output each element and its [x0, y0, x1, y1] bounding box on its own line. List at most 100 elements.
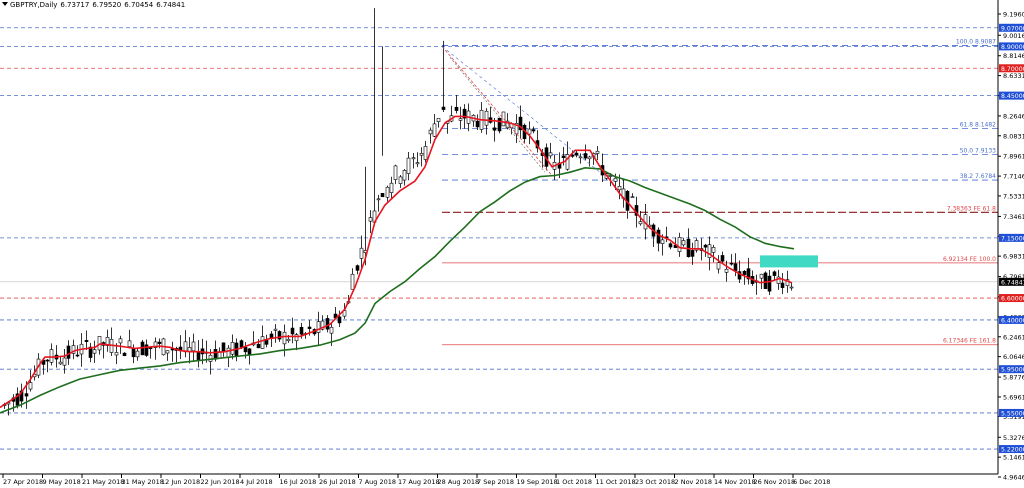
candle-body — [28, 382, 33, 390]
y-tick-label: 7.34610 — [1003, 213, 1024, 221]
level-badge — [999, 233, 1024, 242]
candle-body — [742, 270, 747, 275]
candle-body — [221, 342, 226, 352]
symbol-label: GBPTRY,Daily — [10, 1, 58, 9]
x-tick-label: 12 Jun 2018 — [161, 478, 200, 486]
candle-body — [724, 268, 729, 273]
candle-body — [595, 150, 600, 154]
fib-expansion-label: 6.92134 FE 100.0 — [943, 256, 996, 263]
candle-body — [608, 175, 613, 177]
y-tick-label: 4.96460 — [1003, 474, 1024, 482]
candle-body — [325, 318, 330, 330]
fib-level-label: 100.0 8.9087 — [956, 38, 996, 45]
candle-body — [355, 265, 360, 271]
candle-body — [398, 176, 403, 184]
candle-body — [617, 186, 622, 191]
high-value: 6.79520 — [92, 1, 122, 9]
candle-body — [299, 326, 304, 335]
candle-body — [97, 336, 102, 351]
candle-body — [432, 123, 437, 137]
candle-body — [290, 327, 295, 335]
candle-body — [423, 146, 428, 160]
candle-body — [294, 334, 299, 342]
level-layer — [0, 27, 998, 450]
candle-body — [428, 129, 433, 135]
candle-body — [389, 182, 394, 193]
y-tick-label: 5.14610 — [1003, 454, 1024, 462]
x-tick-label: 7 Aug 2018 — [359, 478, 397, 486]
overlay-layer: 100.0 8.9087 61.8 8.1482 50.0 7.9133 38.2 7… — [441, 38, 996, 345]
candle-body — [75, 354, 80, 357]
candle-body — [114, 352, 119, 356]
candle-body — [441, 106, 446, 110]
candle-body — [570, 155, 575, 157]
highlight-zone — [760, 255, 818, 268]
candle-body — [656, 229, 661, 244]
candle-body — [286, 338, 291, 342]
x-tick-label: 19 Sep 2018 — [517, 478, 558, 486]
candle-body — [415, 162, 420, 165]
level-badge-label: 8.70000 — [1001, 66, 1024, 73]
x-tick-label: 7 Sep 2018 — [477, 478, 514, 486]
y-tick-label: 8.81460 — [1003, 52, 1024, 60]
candle-body — [630, 196, 635, 199]
x-tick-label: 26 Jul 2018 — [319, 478, 356, 486]
candle-body — [402, 170, 407, 181]
chevron-down-icon[interactable] — [2, 2, 8, 6]
level-badge-label: 6.60000 — [1001, 296, 1024, 303]
x-tick-label: 31 May 2018 — [122, 478, 164, 486]
x-tick-label: 11 Oct 2018 — [596, 478, 636, 486]
candle-body — [694, 240, 699, 251]
candle-body — [260, 336, 265, 349]
candle-body — [84, 340, 89, 342]
candle-body — [118, 338, 123, 344]
candle-body — [746, 268, 751, 280]
candle-body — [316, 321, 321, 333]
candle-body — [380, 193, 385, 198]
level-badge-label: 7.15000 — [1001, 235, 1024, 242]
y-tick-label: 7.53310 — [1003, 192, 1024, 200]
candle-body — [307, 326, 312, 329]
candle-body — [729, 262, 734, 265]
candle-body — [282, 331, 287, 345]
candle-body — [15, 393, 20, 406]
chart-header: GBPTRY,Daily 6.73717 6.79520 6.70454 6.74841 — [2, 1, 188, 9]
candle-body — [393, 165, 398, 180]
candle-body — [497, 117, 502, 132]
candle-body — [436, 118, 441, 123]
candle-body — [196, 352, 201, 361]
candle-body — [337, 316, 342, 324]
level-badge — [999, 445, 1024, 454]
level-badge-label: 5.22000 — [1001, 447, 1024, 454]
candle-body — [368, 217, 373, 222]
x-tick-label: 4 Jul 2018 — [240, 478, 273, 486]
candle-body — [527, 128, 532, 135]
candle-body — [45, 359, 50, 362]
x-tick-label: 17 Aug 2018 — [398, 478, 440, 486]
candle-body — [247, 348, 252, 356]
candle-body — [578, 156, 583, 159]
candle-body — [376, 198, 381, 201]
x-tick-label: 14 Nov 2018 — [714, 478, 756, 486]
y-tick-label: 8.63310 — [1003, 72, 1024, 80]
candle-body — [574, 152, 579, 156]
fib-level-label: 61.8 8.1482 — [960, 122, 996, 129]
candle-body — [677, 237, 682, 252]
candle-body — [780, 282, 785, 288]
level-badge-label: 9.07000 — [1001, 25, 1024, 32]
candle-body — [320, 320, 325, 330]
candle-body — [561, 155, 566, 158]
candle-body — [565, 154, 570, 170]
candle-body — [329, 326, 334, 334]
candle-body — [243, 346, 248, 353]
level-badge — [999, 23, 1024, 32]
candle-body — [475, 120, 480, 128]
fib-level-label: 50.0 7.9133 — [960, 147, 996, 154]
candle-body — [88, 346, 93, 358]
level-badge — [999, 294, 1024, 303]
candle-body — [720, 255, 725, 262]
candle-body — [613, 177, 618, 182]
candle-body — [131, 347, 136, 358]
